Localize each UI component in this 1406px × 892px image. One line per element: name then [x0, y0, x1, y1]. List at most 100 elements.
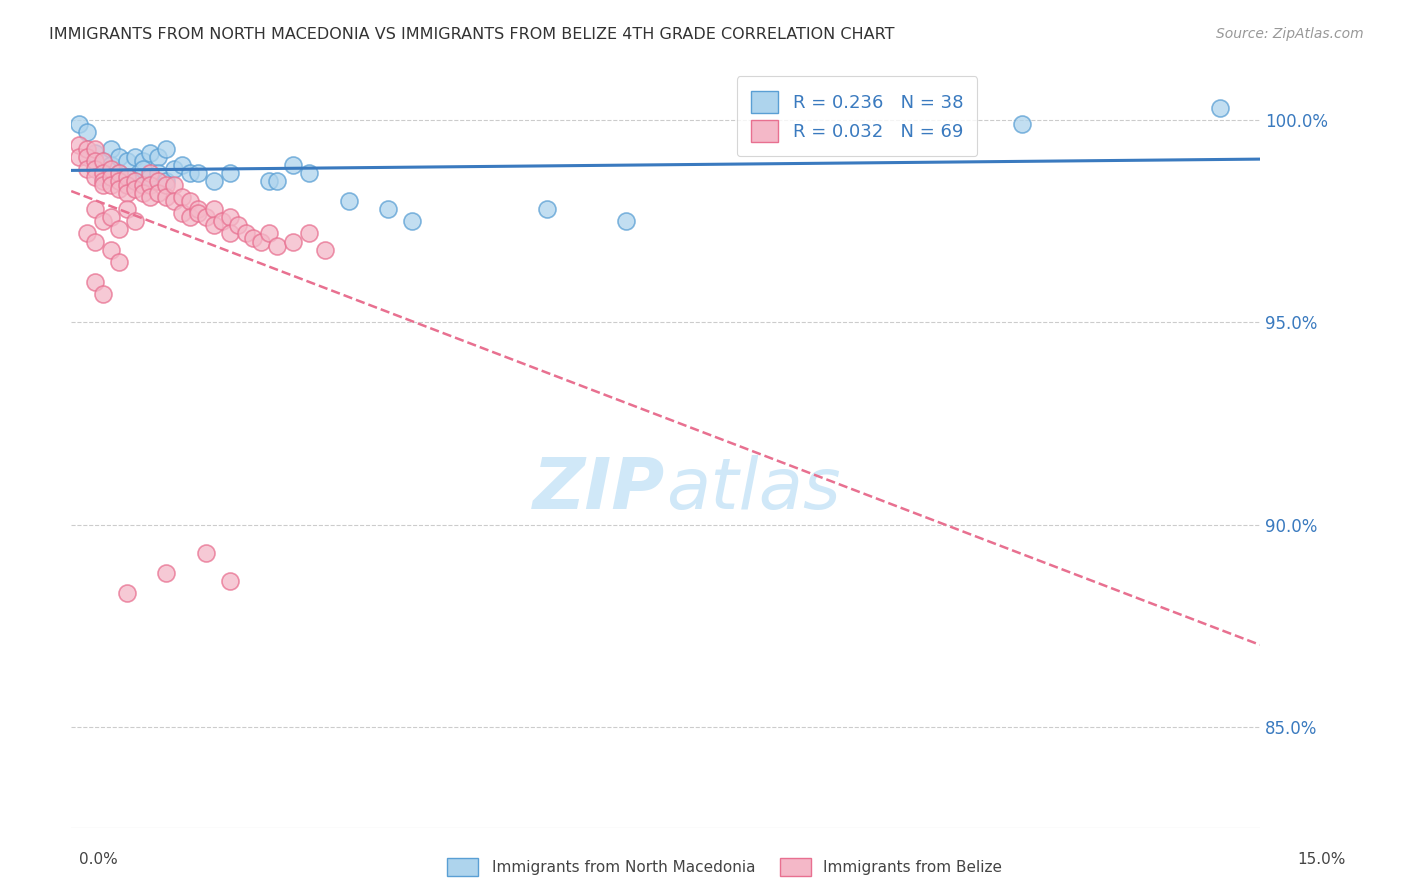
Point [242, 230, 264, 244]
Point [179, 211, 201, 225]
Point [202, 219, 225, 233]
Point [194, 546, 217, 560]
Point [124, 214, 146, 228]
Point [124, 174, 146, 188]
Point [115, 202, 138, 217]
Text: Source: ZipAtlas.com: Source: ZipAtlas.com [1216, 27, 1364, 41]
Point [139, 169, 162, 184]
Point [163, 178, 186, 192]
Point [76, 161, 98, 176]
Point [179, 166, 201, 180]
Point [115, 586, 138, 600]
Point [1011, 117, 1033, 131]
Point [298, 227, 321, 241]
Point [131, 161, 153, 176]
Text: Immigrants from North Macedonia: Immigrants from North Macedonia [492, 860, 755, 874]
Point [163, 161, 186, 176]
Point [91, 166, 114, 180]
Point [218, 166, 240, 180]
Text: Immigrants from Belize: Immigrants from Belize [823, 860, 1001, 874]
Point [91, 153, 114, 168]
Point [124, 174, 146, 188]
Point [131, 178, 153, 192]
Point [100, 169, 122, 184]
Point [155, 190, 177, 204]
Point [148, 166, 170, 180]
Point [155, 174, 177, 188]
Point [100, 142, 122, 156]
Point [124, 150, 146, 164]
Point [84, 235, 107, 249]
Point [281, 158, 304, 172]
Point [187, 202, 209, 217]
Point [84, 275, 107, 289]
Point [84, 169, 107, 184]
Point [163, 194, 186, 208]
Point [139, 145, 162, 160]
Point [314, 243, 336, 257]
Point [107, 222, 129, 236]
Text: IMMIGRANTS FROM NORTH MACEDONIA VS IMMIGRANTS FROM BELIZE 4TH GRADE CORRELATION : IMMIGRANTS FROM NORTH MACEDONIA VS IMMIG… [49, 27, 894, 42]
Point [67, 150, 90, 164]
Point [100, 161, 122, 176]
Point [172, 206, 194, 220]
Point [84, 142, 107, 156]
Point [76, 125, 98, 139]
Point [337, 194, 360, 208]
Point [266, 238, 288, 252]
Point [84, 202, 107, 217]
Point [84, 161, 107, 176]
Point [266, 174, 288, 188]
Point [91, 169, 114, 184]
Point [401, 214, 423, 228]
Point [614, 214, 637, 228]
Point [202, 174, 225, 188]
Text: atlas: atlas [665, 456, 841, 524]
Text: ZIP: ZIP [533, 456, 665, 524]
Text: 0.0%: 0.0% [79, 852, 118, 867]
Point [155, 566, 177, 581]
Point [259, 227, 281, 241]
Point [250, 235, 273, 249]
Point [281, 235, 304, 249]
Point [1209, 101, 1232, 115]
Point [115, 169, 138, 184]
Point [226, 219, 249, 233]
Point [107, 254, 129, 268]
Point [100, 211, 122, 225]
Point [148, 186, 170, 200]
Point [259, 174, 281, 188]
Point [139, 166, 162, 180]
Point [115, 186, 138, 200]
Point [67, 137, 90, 152]
Point [202, 202, 225, 217]
Point [155, 142, 177, 156]
Point [536, 202, 558, 217]
Point [124, 182, 146, 196]
Point [107, 166, 129, 180]
Point [91, 214, 114, 228]
Point [187, 166, 209, 180]
Point [91, 287, 114, 301]
Point [107, 174, 129, 188]
Point [115, 153, 138, 168]
Point [76, 227, 98, 241]
Point [298, 166, 321, 180]
Point [100, 158, 122, 172]
Point [115, 169, 138, 184]
Point [155, 178, 177, 192]
Legend: R = 0.236   N = 38, R = 0.032   N = 69: R = 0.236 N = 38, R = 0.032 N = 69 [737, 77, 977, 156]
Point [115, 178, 138, 192]
Point [139, 190, 162, 204]
Point [84, 153, 107, 168]
Point [194, 211, 217, 225]
Point [139, 178, 162, 192]
Point [218, 227, 240, 241]
Point [131, 186, 153, 200]
Point [91, 153, 114, 168]
Point [91, 174, 114, 188]
Point [148, 150, 170, 164]
Point [235, 227, 257, 241]
Point [91, 178, 114, 192]
Point [67, 117, 90, 131]
